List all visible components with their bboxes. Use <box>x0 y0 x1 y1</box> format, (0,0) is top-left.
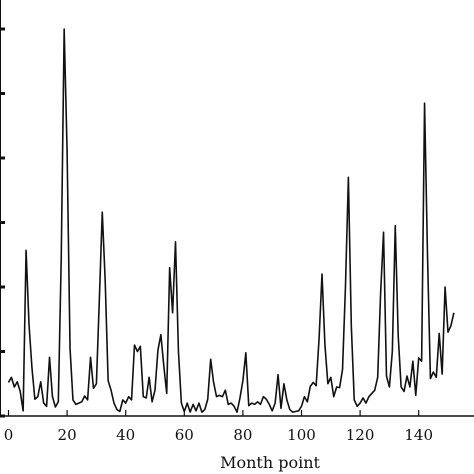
series-group <box>7 28 455 413</box>
x-axis-ticks <box>7 410 420 416</box>
x-tick-label: 60 <box>175 426 194 444</box>
x-tick-label: 0 <box>4 426 14 444</box>
x-tick-label: 40 <box>116 426 135 444</box>
y-axis-ticks <box>0 27 5 418</box>
x-axis-title: Month point <box>220 453 320 472</box>
x-tick-label: 80 <box>233 426 252 444</box>
x-axis-tick-labels: 0 20 40 60 80 100 120 140 <box>4 426 433 444</box>
x-tick-label: 100 <box>287 426 316 444</box>
plot-frame <box>0 0 474 417</box>
series-line <box>7 28 455 413</box>
x-tick-label: 140 <box>404 426 433 444</box>
x-tick-label: 20 <box>58 426 77 444</box>
x-tick-label: 120 <box>346 426 375 444</box>
